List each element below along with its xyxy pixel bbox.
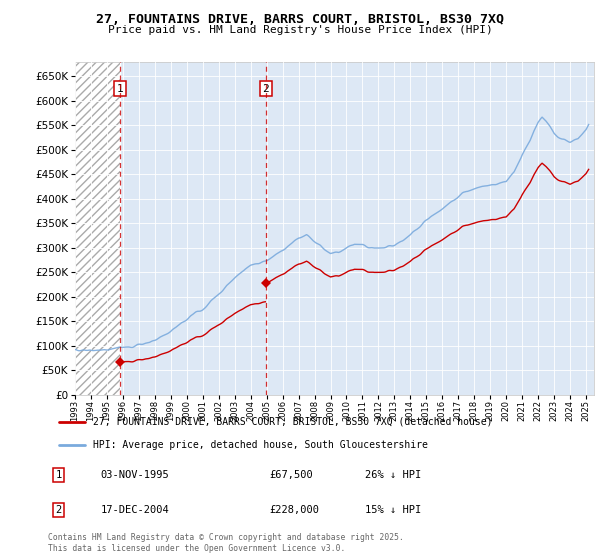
Text: Price paid vs. HM Land Registry's House Price Index (HPI): Price paid vs. HM Land Registry's House … (107, 25, 493, 35)
Text: 27, FOUNTAINS DRIVE, BARRS COURT, BRISTOL, BS30 7XQ (detached house): 27, FOUNTAINS DRIVE, BARRS COURT, BRISTO… (93, 417, 493, 427)
Bar (75, 62, 120, 395)
Text: 15% ↓ HPI: 15% ↓ HPI (365, 505, 421, 515)
Text: 27, FOUNTAINS DRIVE, BARRS COURT, BRISTOL, BS30 7XQ: 27, FOUNTAINS DRIVE, BARRS COURT, BRISTO… (96, 13, 504, 26)
Text: 26% ↓ HPI: 26% ↓ HPI (365, 470, 421, 479)
Text: £67,500: £67,500 (270, 470, 314, 479)
Text: £228,000: £228,000 (270, 505, 320, 515)
Text: HPI: Average price, detached house, South Gloucestershire: HPI: Average price, detached house, Sout… (93, 440, 428, 450)
Text: 1: 1 (55, 470, 62, 479)
Text: 03-NOV-1995: 03-NOV-1995 (101, 470, 170, 479)
Text: 2: 2 (263, 83, 269, 94)
Text: 1: 1 (117, 83, 124, 94)
Text: 2: 2 (55, 505, 62, 515)
Text: Contains HM Land Registry data © Crown copyright and database right 2025.
This d: Contains HM Land Registry data © Crown c… (48, 533, 404, 553)
Text: 17-DEC-2004: 17-DEC-2004 (101, 505, 170, 515)
